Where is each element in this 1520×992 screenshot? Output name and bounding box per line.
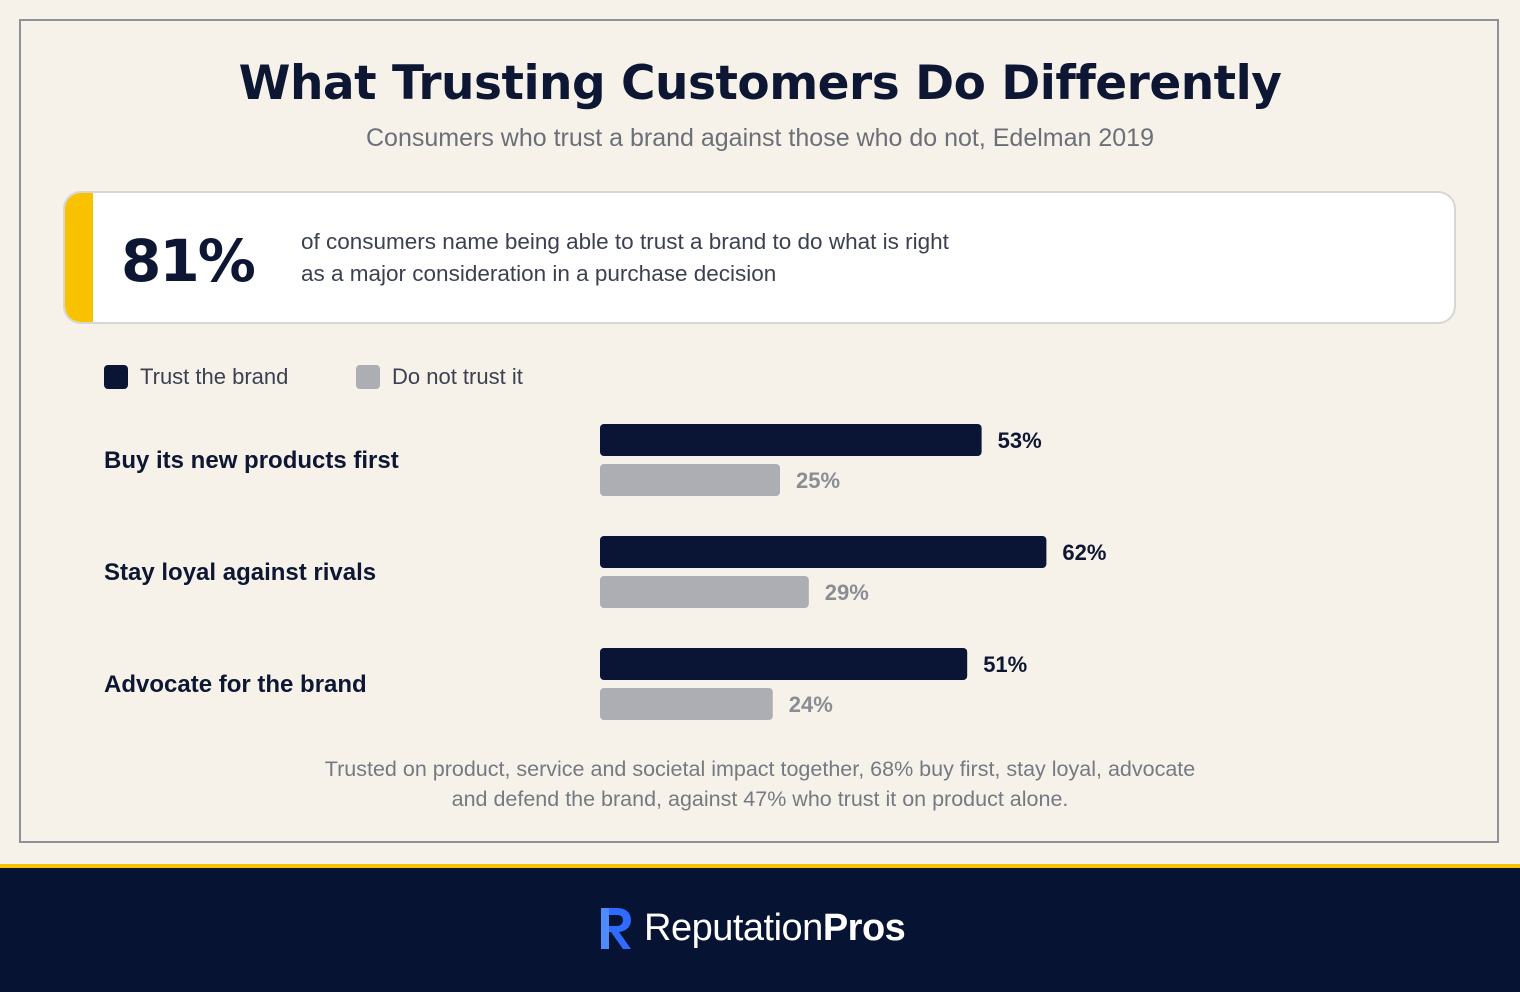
legend-swatch-no-trust	[356, 365, 380, 389]
data-label-trust: 53%	[998, 428, 1042, 453]
legend-item-trust: Trust the brand	[104, 364, 288, 390]
brand-logo: ReputationPros	[598, 900, 906, 956]
legend-item-no-trust: Do not trust it	[356, 364, 523, 390]
footnote: Trusted on product, service and societal…	[0, 754, 1520, 814]
stat-callout: 81% of consumers name being able to trus…	[63, 191, 1456, 324]
category-label: Advocate for the brand	[104, 671, 367, 698]
data-label-no-trust: 25%	[796, 468, 840, 493]
brand-name: ReputationPros	[644, 906, 906, 950]
callout-text-line1: of consumers name being able to trust a …	[301, 229, 949, 254]
bar-trust	[600, 424, 982, 456]
r-monogram-icon	[601, 908, 631, 949]
data-label-trust: 51%	[983, 652, 1027, 677]
bar-no-trust	[600, 688, 773, 720]
brand-name-light: Reputation	[644, 906, 823, 949]
data-label-no-trust: 24%	[789, 692, 833, 717]
bar-no-trust	[600, 576, 809, 608]
callout-text-line2: as a major consideration in a purchase d…	[301, 261, 777, 286]
category-label: Stay loyal against rivals	[104, 559, 376, 586]
bar-trust	[600, 536, 1047, 568]
callout-text: of consumers name being able to trust a …	[301, 226, 1201, 290]
chart-title: What Trusting Customers Do Differently	[238, 56, 1282, 111]
data-label-trust: 62%	[1062, 540, 1106, 565]
bar-no-trust	[600, 464, 780, 496]
bar-chart: Buy its new products first 53% 25% Stay loy…	[104, 424, 1106, 720]
footer-accent-line	[0, 864, 1520, 868]
bar-trust	[600, 648, 968, 680]
legend-label-trust: Trust the brand	[140, 364, 289, 389]
footer-bar: ReputationPros	[0, 868, 1520, 992]
category-label: Buy its new products first	[104, 447, 399, 474]
legend-label-no-trust: Do not trust it	[392, 364, 523, 389]
footnote-line1: Trusted on product, service and societal…	[324, 757, 1196, 781]
callout-stat: 81%	[121, 227, 256, 295]
footnote-line2: and defend the brand, against 47% who tr…	[451, 787, 1069, 811]
chart-subtitle: Consumers who trust a brand against thos…	[366, 124, 1154, 152]
brand-name-bold: Pros	[822, 906, 906, 949]
data-label-no-trust: 29%	[825, 580, 869, 605]
legend-swatch-trust	[104, 365, 128, 389]
callout-accent-bar	[65, 193, 93, 322]
